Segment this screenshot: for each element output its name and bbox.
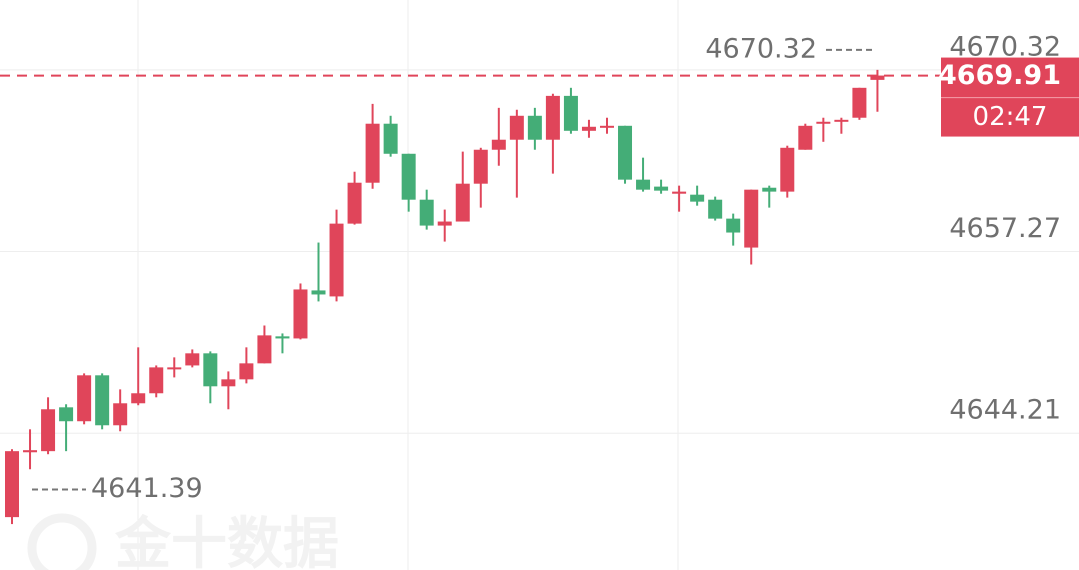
- candle-body: [581, 126, 596, 131]
- high-annotation: 4670.32: [705, 33, 817, 64]
- candle-body: [473, 149, 488, 184]
- candle-body: [329, 223, 344, 297]
- watermark: 金十数据: [114, 512, 339, 570]
- candle-body: [23, 450, 38, 453]
- candle-body: [113, 403, 128, 426]
- candle-body: [744, 189, 759, 248]
- countdown: 02:47: [973, 102, 1048, 132]
- watermark-logo: [27, 513, 97, 570]
- candle-body: [762, 187, 777, 192]
- candle-body: [419, 199, 434, 226]
- candle-body: [149, 367, 164, 394]
- candle-body: [563, 95, 578, 131]
- candle-body: [95, 375, 110, 426]
- candle-body: [311, 290, 326, 295]
- candle-body: [365, 123, 380, 183]
- candle-body: [221, 379, 236, 387]
- candle-body: [293, 289, 308, 339]
- candle-body: [654, 186, 669, 191]
- candle-body: [798, 125, 813, 150]
- candle-body: [726, 218, 741, 233]
- candle-body: [780, 147, 795, 192]
- y-tick-label: 4644.21: [949, 395, 1061, 426]
- candle-body: [41, 409, 56, 452]
- current-price-label: 4669.91: [938, 60, 1061, 91]
- candle-body: [491, 139, 506, 150]
- candle-body: [437, 221, 452, 226]
- candle-body: [455, 183, 470, 222]
- candle-body: [816, 121, 831, 124]
- candle-body: [59, 407, 74, 422]
- candle-body: [257, 335, 272, 364]
- y-tick-label: 4670.32: [949, 31, 1061, 62]
- time-grid: [137, 0, 679, 570]
- candle-body: [203, 353, 218, 387]
- candle-body: [852, 87, 867, 118]
- candle-body: [618, 125, 633, 180]
- candle-body: [239, 363, 254, 380]
- candle-body: [527, 115, 542, 140]
- candle-body: [383, 123, 398, 154]
- candle-body: [167, 367, 182, 370]
- candle-body: [834, 119, 849, 122]
- candle-body: [131, 393, 146, 404]
- candle-body: [690, 194, 705, 202]
- candle-body: [185, 353, 200, 366]
- candle-body: [708, 199, 723, 219]
- candle-body: [509, 115, 524, 140]
- candle-body: [347, 182, 362, 224]
- candle-body: [77, 375, 92, 422]
- candle-body: [870, 75, 885, 80]
- candle-body: [401, 153, 416, 200]
- candle-body: [5, 451, 19, 518]
- candle-body: [636, 179, 651, 190]
- candle-body: [545, 95, 560, 140]
- y-tick-label: 4657.27: [949, 213, 1061, 244]
- low-annotation: 4641.39: [91, 473, 203, 504]
- candle-body: [599, 125, 614, 128]
- candle-body: [672, 191, 687, 194]
- candle-body: [275, 336, 290, 339]
